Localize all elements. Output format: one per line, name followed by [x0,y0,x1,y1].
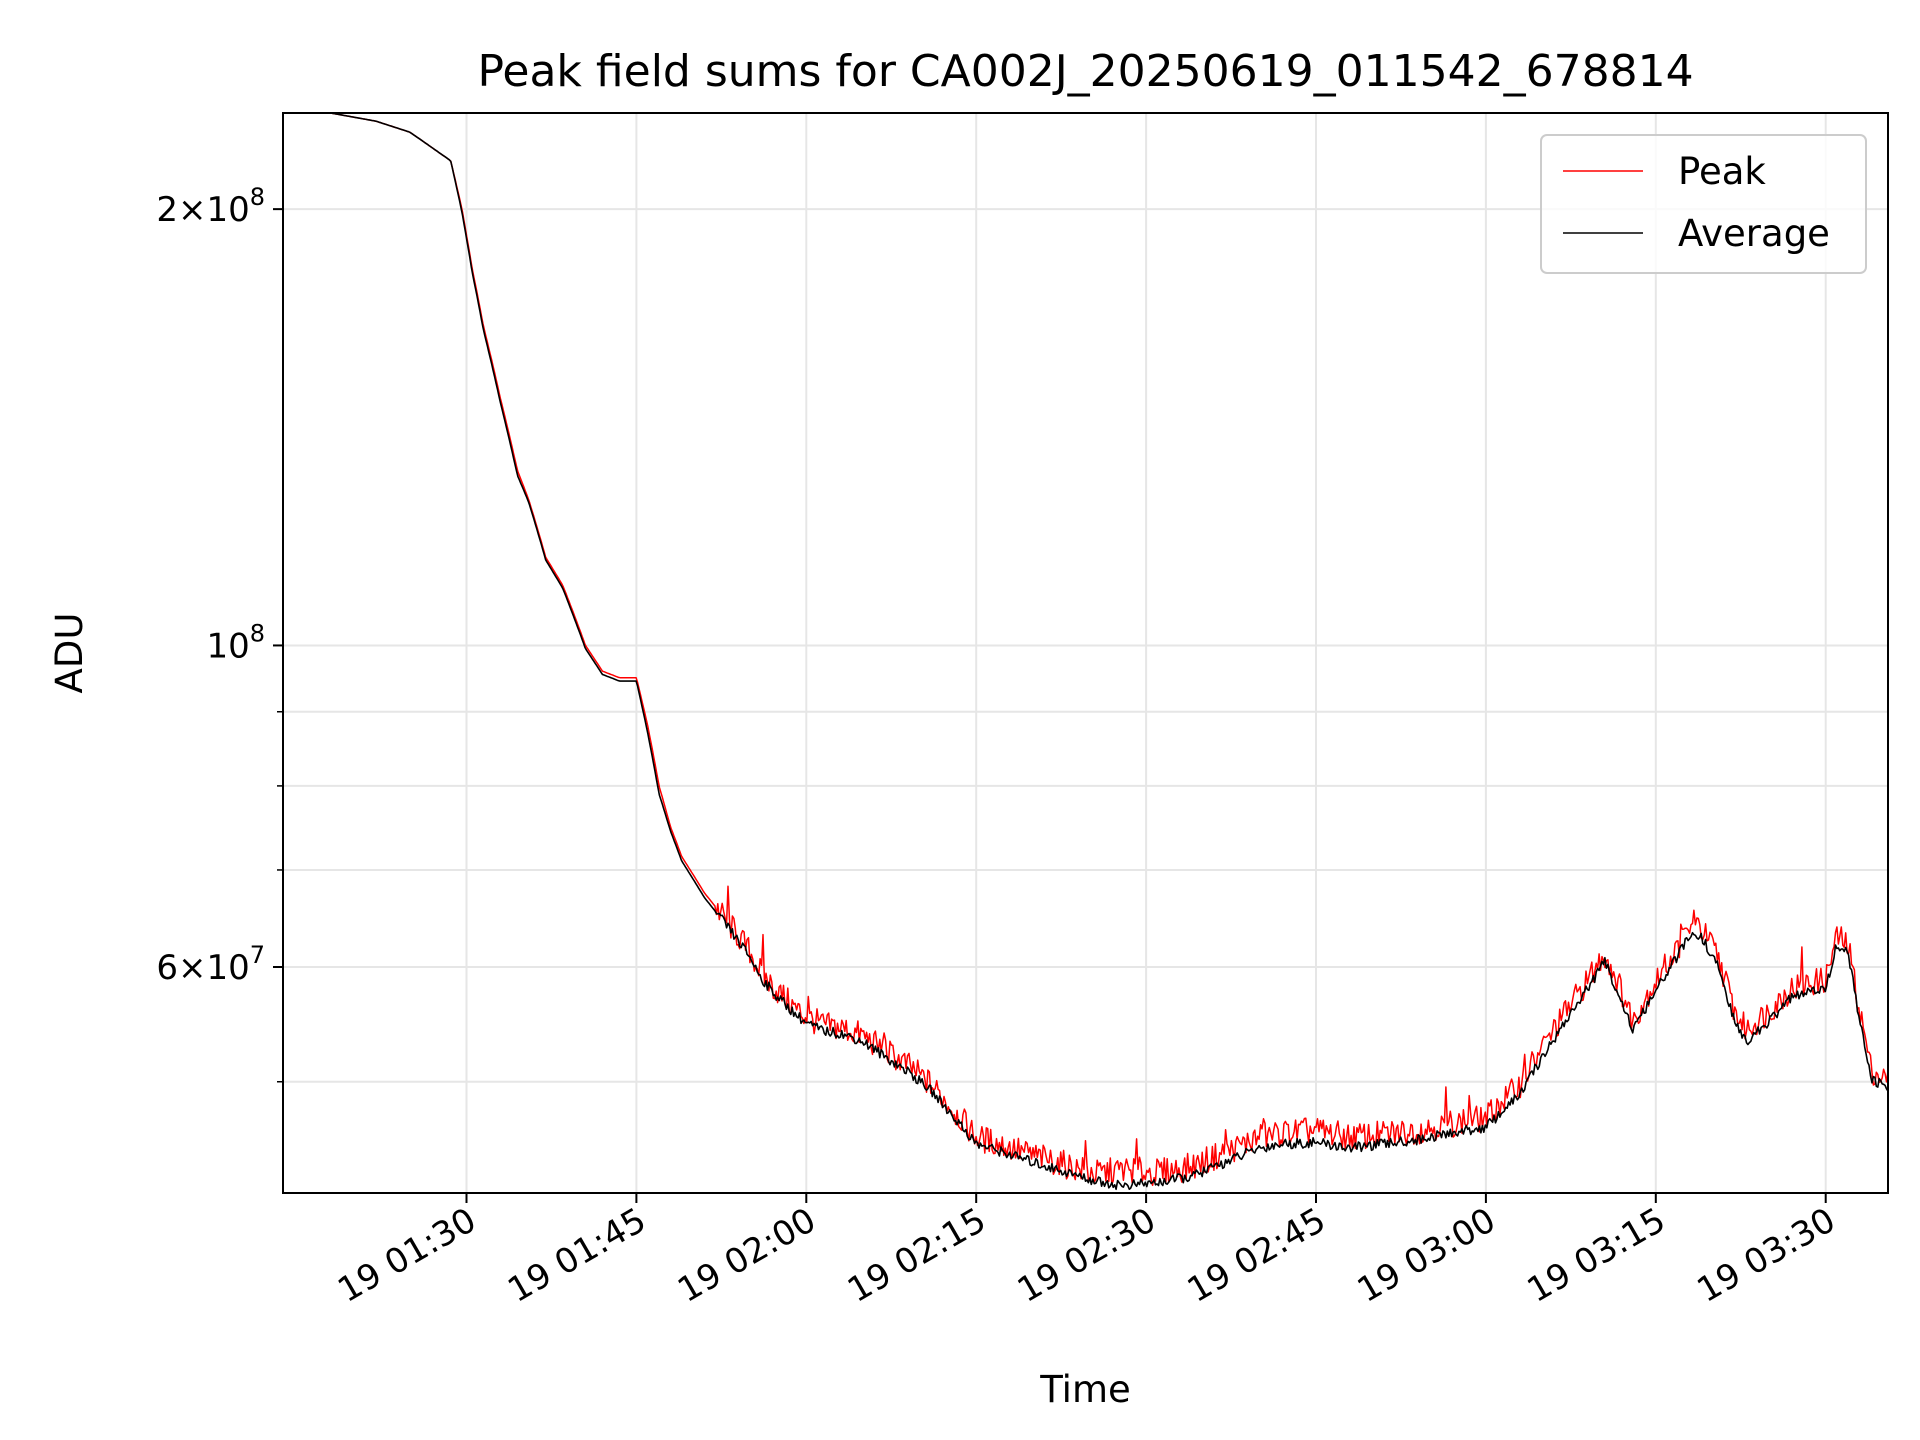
y-tick-exponent: 8 [250,619,265,647]
y-tick-label: 108 [206,619,265,666]
y-tick-times-sign: × [178,190,207,230]
legend-label-peak: Peak [1678,150,1766,193]
y-tick-exponent: 8 [250,183,265,211]
series-line-peak [283,113,1888,1187]
y-tick-label: 6×107 [156,941,265,988]
y-tick-mantissa: 2 [156,190,178,230]
y-tick-base: 10 [206,948,249,988]
y-tick-base: 10 [206,626,249,666]
grid [283,113,1888,1193]
y-tick-exponent: 7 [250,941,265,969]
legend-label-average: Average [1678,212,1830,255]
y-tick-label: 2×108 [156,183,265,230]
axes-background [283,113,1888,1193]
y-axis-label: ADU [48,613,91,694]
y-tick-mantissa: 6 [156,948,178,988]
series-layer [283,113,1888,1191]
y-tick-times-sign: × [178,948,207,988]
legend-box [1540,134,1867,274]
x-axis-label: Time [1039,1368,1131,1411]
plot-area: 19 01:30 19 01:45 19 02:00 19 02:15 19 02:30… [156,112,1889,1311]
chart-title: Peak field sums for CA002J_20250619_0115… [477,46,1693,97]
legend: Peak Average [1540,134,1867,274]
series-line-average [283,113,1888,1191]
y-tick-base: 10 [206,190,249,230]
axes-frame [282,112,1889,1194]
